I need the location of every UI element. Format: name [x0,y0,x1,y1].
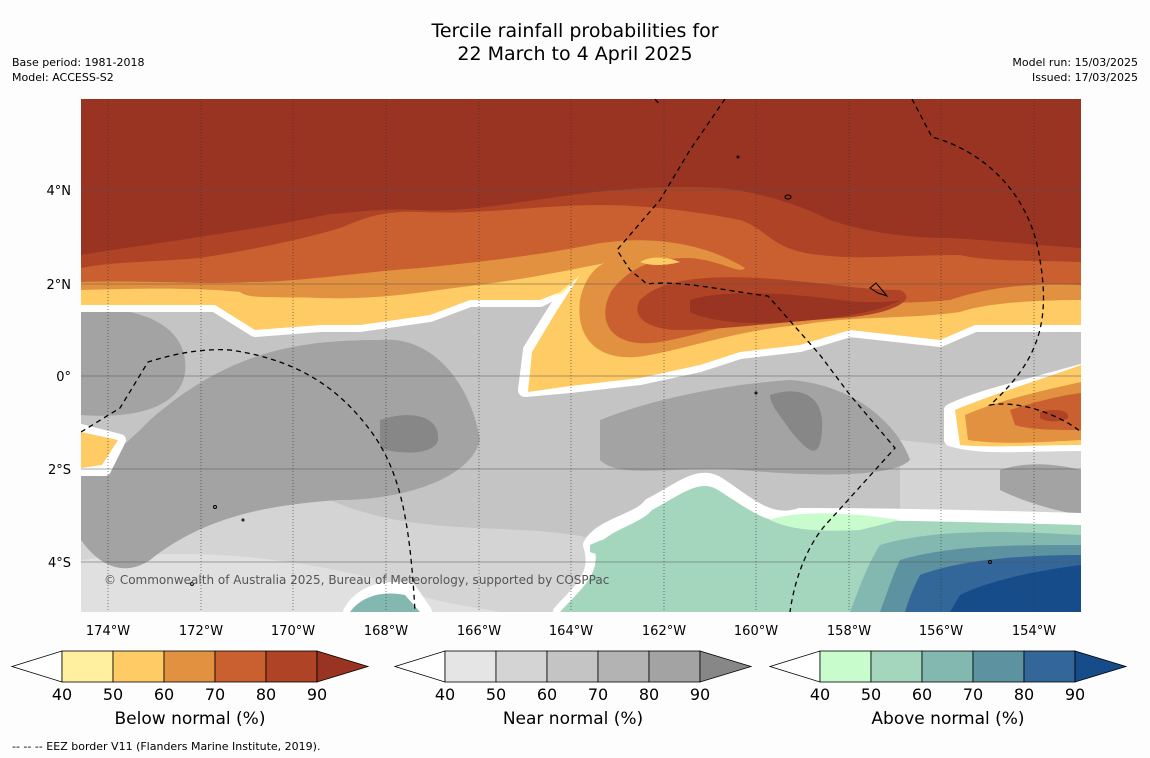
colorbar-tick-label: 70 [205,685,225,704]
lon-label: 172°W [179,624,223,639]
colorbar-segment [444,650,497,683]
title-line-1: Tercile rainfall probabilities for [431,20,719,42]
lon-label: 156°W [919,624,963,639]
colorbar-tick-label: 50 [486,685,506,704]
above-normal-60-patch [350,593,420,612]
near-normal-90-b [770,391,823,451]
colorbar-segment [819,650,872,683]
lon-label: 160°W [734,624,778,639]
colorbars: 40 50 60 70 80 90 40 50 60 70 80 90 40 50 60 70 80 90 [10,650,1128,704]
lon-label: 174°W [86,624,130,639]
colorbar-extension-low [10,650,63,683]
near-normal-90-a [380,415,439,453]
colorbar-segment [163,650,216,683]
lat-label: 2°N [47,278,72,293]
colorbar-0: 40 50 60 70 80 90 [10,650,370,704]
colorbar-segment [597,650,650,683]
colorbar-tick-label: 70 [963,685,983,704]
lon-label: 166°W [457,624,501,639]
colorbar-extension-low [393,650,446,683]
lat-label: 4°N [47,184,72,199]
colorbar-tick-label: 90 [1065,685,1085,704]
colorbar-segment [921,650,974,683]
colorbar-tick-label: 50 [861,685,881,704]
colorbar-segment [546,650,599,683]
colorbar-tick-label: 90 [307,685,327,704]
model-name: Model: ACCESS-S2 [12,71,114,84]
colorbar-extension-low [768,650,821,683]
meta-left: Base period: 1981-2018 Model: ACCESS-S2 [12,55,144,85]
lon-label: 168°W [364,624,408,639]
map-panel [81,99,1081,612]
colorbar-tick-label: 80 [256,685,276,704]
colorbar-tick-label: 40 [52,685,72,704]
colorbar-segment [495,650,548,683]
colorbar-segment [648,650,701,683]
copyright-text: © Commonwealth of Australia 2025, Bureau… [104,573,609,587]
colorbar-extension-high [1074,650,1128,683]
colorbar-1: 40 50 60 70 80 90 [393,650,753,704]
below-normal-west-50 [81,432,118,468]
colorbar-segment [870,650,923,683]
colorbar-2: 40 50 60 70 80 90 [768,650,1128,704]
lon-label: 162°W [642,624,686,639]
latitude-gridlines [81,189,1081,563]
near-normal-80-central [81,339,480,569]
colorbar-label-above: Above normal (%) [871,709,1025,729]
below-normal-90 [81,99,1081,255]
colorbar-tick-label: 60 [537,685,557,704]
meta-right: Model run: 15/03/2025 Issued: 17/03/2025 [1012,55,1138,85]
colorbar-segment [1023,650,1076,683]
below-normal-90-core [690,293,900,324]
below-normal-yellow-spot [640,257,680,265]
above-normal-40-spot [770,513,900,531]
colorbar-tick-label: 70 [588,685,608,704]
near-normal-80-ne [1000,464,1081,515]
colorbar-tick-label: 60 [912,685,932,704]
lon-label: 164°W [549,624,593,639]
lon-label: 170°W [271,624,315,639]
colorbar-tick-label: 40 [435,685,455,704]
colorbar-segment [61,650,114,683]
model-run: Model run: 15/03/2025 [1012,56,1138,69]
near-normal-80-west [81,309,186,416]
colorbar-tick-label: 80 [1014,685,1034,704]
colorbar-extension-high [699,650,753,683]
latitude-labels: 4°N 2°N 0° 2°S 4°S [47,184,72,571]
base-period: Base period: 1981-2018 [12,56,145,69]
lat-label: 2°S [48,463,71,478]
colorbar-segment [112,650,165,683]
lat-label: 0° [56,370,71,385]
colorbar-tick-label: 60 [154,685,174,704]
lat-label: 4°S [48,556,71,571]
issued-date: Issued: 17/03/2025 [1031,71,1138,84]
colorbar-tick-label: 90 [690,685,710,704]
colorbar-tick-label: 80 [639,685,659,704]
colorbar-label-near: Near normal (%) [502,709,644,729]
eez-footnote: -- -- -- EEZ border V11 (Flanders Marine… [12,740,321,753]
lon-label: 158°W [827,624,871,639]
colorbar-segment [265,650,318,683]
colorbar-label-below: Below normal (%) [114,709,266,729]
colorbar-tick-label: 40 [810,685,830,704]
colorbar-extension-high [316,650,370,683]
map-title: Tercile rainfall probabilities for 22 Ma… [0,20,1150,66]
above-normal-50-patch-west [590,537,630,556]
above-normal-90 [950,565,1081,612]
longitude-labels: 174°W 172°W 170°W 168°W 166°W 164°W 162°… [86,624,1056,639]
lon-label: 154°W [1012,624,1056,639]
colorbar-tick-label: 50 [103,685,123,704]
colorbar-segment [972,650,1025,683]
eez-borders [81,99,1081,612]
islands [190,155,992,586]
colorbar-segment [214,650,267,683]
near-normal-80-east [600,380,910,475]
title-line-2: 22 March to 4 April 2025 [457,43,693,65]
